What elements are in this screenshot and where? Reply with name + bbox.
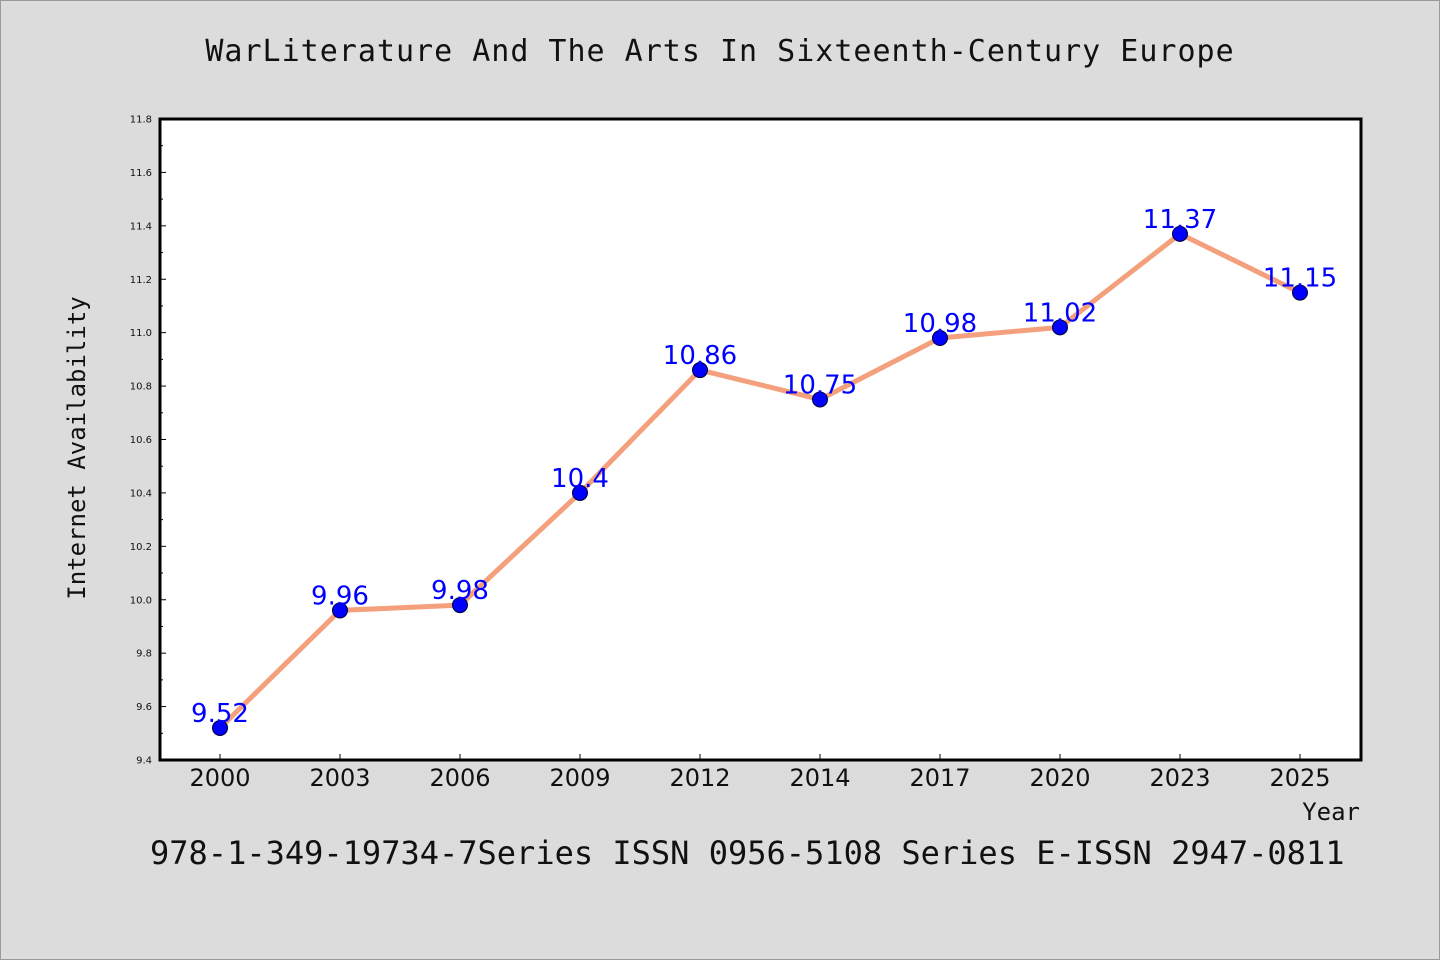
data-point [452,597,468,614]
y-tick-label: 11.6 [130,168,152,179]
x-tick-label: 2014 [789,764,850,792]
data-point [932,330,948,347]
data-label: 10.98 [903,309,977,339]
data-point [1172,225,1188,242]
data-labels-group: 9.52 9.96 9.98 10.4 10.86 10.75 10.98 11.02 11.3… [191,205,1337,729]
y-tick-label: 9.6 [136,702,152,713]
y-axis-title: Internet Availability [63,296,91,599]
series-points-group [212,225,1308,736]
data-label: 9.98 [431,576,489,606]
x-tick-label: 2017 [909,764,970,792]
data-label: 10.75 [783,370,857,400]
y-tick-label: 10.4 [130,488,152,499]
series-line [217,231,1303,731]
data-point [1052,319,1068,336]
y-tick-label: 11.8 [130,115,152,126]
data-label: 9.96 [311,581,369,611]
data-label: 9.52 [191,699,249,729]
y-tick-label: 10.0 [130,595,152,606]
data-label: 11.37 [1143,205,1217,235]
x-tick-label: 2025 [1269,764,1330,792]
x-tick-label: 2020 [1029,764,1090,792]
y-tick-label: 9.4 [136,756,152,767]
data-label: 10.4 [551,464,609,494]
x-tick-label: 2012 [669,764,730,792]
y-tick-label: 10.8 [130,382,152,393]
x-axis: 2000 2003 2006 2009 2012 2014 2017 2020 2023 2025 [189,754,1331,792]
data-point [332,602,348,619]
x-tick-label: 2023 [1149,764,1210,792]
series-line-group [217,231,1303,731]
y-tick-label: 11.2 [130,275,152,286]
data-point [692,362,708,379]
y-tick-label: 10.6 [130,435,152,446]
x-axis-title: Year [1302,798,1360,826]
x-tick-label: 2009 [549,764,610,792]
data-point [572,484,588,501]
plot-area [158,117,1363,762]
data-label: 11.02 [1023,298,1097,328]
y-tick-label: 11.0 [130,328,152,339]
x-tick-label: 2000 [189,764,250,792]
chart-title: WarLiterature And The Arts In Sixteenth-… [205,34,1235,69]
y-tick-label: 10.2 [130,542,152,553]
x-tick-label: 2003 [309,764,370,792]
y-tick-label: 11.4 [130,221,152,232]
data-point [212,719,228,736]
footer-isbn-text: 978-1-349-19734-7Series ISSN 0956-5108 S… [150,834,1345,872]
y-axis: 9.4 9.6 9.8 10.0 10.2 10.4 10.6 10.8 11.0 11.2 11.… [130,115,166,767]
data-point [1292,284,1308,301]
data-point [812,391,828,408]
data-label: 10.86 [663,341,737,371]
y-tick-label: 9.8 [136,649,152,660]
data-label: 11.15 [1263,264,1337,294]
x-tick-label: 2006 [429,764,490,792]
